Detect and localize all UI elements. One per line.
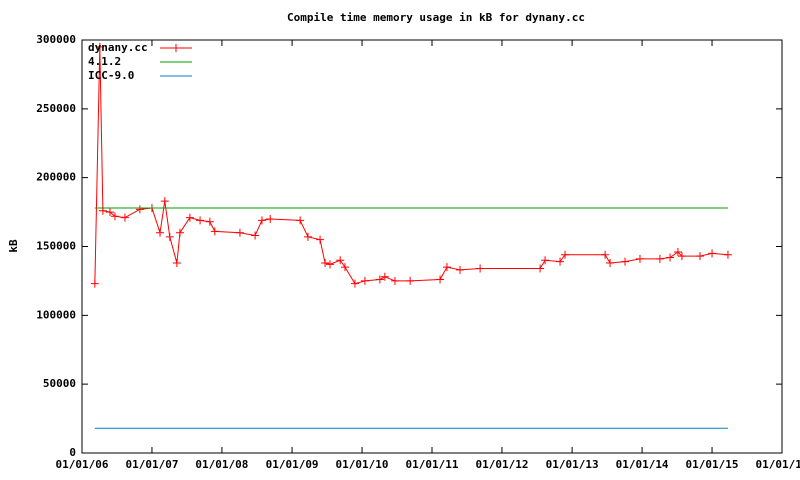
point-marker [296,216,305,225]
point-marker [160,197,169,206]
point-marker [673,248,682,257]
x-tick-label: 01/01/12 [475,458,528,471]
point-marker [476,264,485,273]
point-marker [135,205,144,214]
point-marker [185,213,194,222]
point-marker [442,263,451,272]
point-marker [406,276,415,285]
x-tick-label: 01/01/09 [266,458,319,471]
point-marker [380,272,389,281]
x-tick-label: 01/01/11 [406,458,459,471]
point-marker [723,250,732,259]
point-marker [677,252,686,261]
point-marker [321,259,330,268]
y-tick-label: 150000 [36,240,76,253]
point-marker [666,253,675,262]
point-marker [340,263,349,272]
point-marker [235,228,244,237]
point-marker [655,254,664,263]
point-marker [436,275,445,284]
point-marker [205,217,214,226]
point-marker [95,42,104,51]
point-marker [455,265,464,274]
point-marker [556,257,565,266]
point-marker [210,227,219,236]
point-marker [196,216,205,225]
y-tick-label: 300000 [36,33,76,46]
x-tick-label: 01/01/14 [616,458,669,471]
point-marker [541,256,550,265]
y-tick-label: 50000 [43,377,76,390]
point-marker [105,208,114,217]
chart-title: Compile time memory usage in kB for dyna… [287,11,585,24]
point-marker [175,228,184,237]
point-marker [120,213,129,222]
point-marker [316,235,325,244]
point-marker [110,212,119,221]
point-marker [350,279,359,288]
point-marker [561,250,570,259]
y-axis-label: kB [7,239,20,253]
x-tick-label: 01/01/08 [195,458,248,471]
point-marker [606,259,615,268]
point-marker [336,256,345,265]
legend-label: 4.1.2 [88,55,121,68]
x-tick-label: 01/01/10 [336,458,389,471]
point-marker [391,276,400,285]
point-marker [695,252,704,261]
point-marker [172,259,181,268]
x-tick-label: 01/01/13 [546,458,599,471]
x-tick-label: 01/01/15 [686,458,739,471]
y-tick-label: 250000 [36,102,76,115]
point-marker [303,232,312,241]
point-marker [156,228,165,237]
point-marker [601,250,610,259]
point-marker [621,257,630,266]
y-tick-label: 0 [69,446,76,459]
point-marker [266,214,275,223]
point-marker [635,254,644,263]
legend-marker [172,44,180,52]
point-marker [257,216,266,225]
point-marker [375,275,384,284]
x-tick-label: 01/01/06 [56,458,109,471]
point-marker [326,260,335,269]
legend-label: ICC-9.0 [88,69,134,82]
x-tick-label: 01/01/07 [125,458,178,471]
point-marker [536,264,545,273]
x-tick-label: 01/01/16 [756,458,800,471]
point-marker [165,232,174,241]
point-marker [251,231,260,240]
legend-label: dynany.cc [88,41,148,54]
point-marker [90,279,99,288]
point-marker [360,276,369,285]
y-tick-label: 200000 [36,171,76,184]
point-marker [708,249,717,258]
y-tick-label: 100000 [36,308,76,321]
